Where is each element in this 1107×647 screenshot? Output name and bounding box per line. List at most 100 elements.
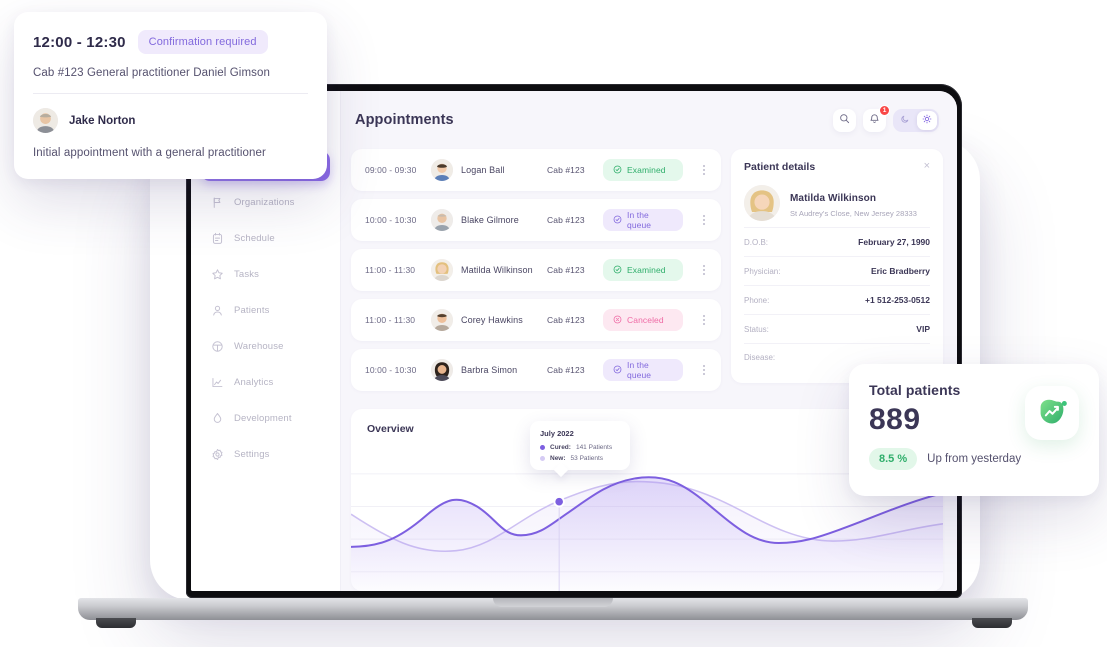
user-icon bbox=[211, 304, 224, 317]
appointment-person: Matilda Wilkinson bbox=[431, 259, 547, 281]
overview-header: Overview Cured patients bbox=[367, 423, 927, 435]
chart-canvas bbox=[351, 447, 943, 591]
appointment-note: Initial appointment with a general pract… bbox=[33, 147, 266, 159]
sidebar-item-label: Tasks bbox=[234, 268, 260, 280]
gear-icon bbox=[211, 448, 224, 461]
detail-value: Eric Bradberry bbox=[870, 266, 930, 276]
trending-up-icon-container bbox=[1025, 386, 1079, 440]
chart-line-icon bbox=[211, 376, 224, 389]
sidebar-item-label: Development bbox=[234, 412, 292, 424]
appointment-detail-card: 12:00 - 12:30 Confirmation required Cab … bbox=[14, 12, 327, 179]
appointment-time: 09:00 - 09:30 bbox=[365, 165, 417, 175]
topbar: Appointments 1 bbox=[351, 91, 943, 149]
detail-value: VIP bbox=[916, 324, 930, 334]
table-row[interactable]: 09:00 - 09:30 Logan Ball Cab #123 Examin… bbox=[351, 149, 721, 191]
sidebar-item-patients[interactable]: Patients bbox=[201, 295, 330, 325]
divider bbox=[33, 93, 308, 94]
row-menu-button[interactable] bbox=[697, 311, 711, 329]
appointment-person: Blake Gilmore bbox=[431, 209, 547, 231]
status-badge: Examined bbox=[603, 159, 683, 181]
avatar bbox=[431, 259, 453, 281]
sidebar-item-schedule[interactable]: Schedule bbox=[201, 223, 330, 253]
table-row[interactable]: 10:00 - 10:30 Barbra Simon Cab #123 In t… bbox=[351, 349, 721, 391]
theme-light-option[interactable] bbox=[917, 110, 937, 130]
trending-up-icon bbox=[1033, 394, 1071, 432]
detail-value: +1 512-253-0512 bbox=[865, 295, 930, 305]
row-menu-button[interactable] bbox=[697, 361, 711, 379]
row-menu-button[interactable] bbox=[697, 261, 711, 279]
appointment-cab: Cab #123 bbox=[547, 365, 585, 375]
table-row[interactable]: 11:00 - 11:30 Corey Hawkins Cab #123 Can… bbox=[351, 299, 721, 341]
appointment-person: Logan Ball bbox=[431, 159, 547, 181]
patient-address: St Audrey's Close, New Jersey 28333 bbox=[790, 209, 917, 218]
tooltip-label: New: bbox=[550, 455, 566, 462]
appointment-time: 11:00 - 11:30 bbox=[365, 315, 416, 325]
theme-toggle[interactable] bbox=[893, 108, 939, 132]
patient-summary: Matilda Wilkinson St Audrey's Close, New… bbox=[744, 185, 930, 221]
status-badge: Examined bbox=[603, 259, 683, 281]
avatar bbox=[431, 159, 453, 181]
search-button[interactable] bbox=[833, 108, 856, 132]
status-badge: Canceled bbox=[603, 309, 683, 331]
sidebar-item-label: Settings bbox=[234, 448, 270, 460]
status-label: Canceled bbox=[627, 315, 664, 325]
appointments-list: 09:00 - 09:30 Logan Ball Cab #123 Examin… bbox=[351, 149, 721, 399]
trend-note: Up from yesterday bbox=[927, 453, 1022, 465]
check-circle-icon bbox=[613, 165, 622, 176]
main-split: 09:00 - 09:30 Logan Ball Cab #123 Examin… bbox=[351, 149, 943, 399]
sidebar-item-label: Warehouse bbox=[234, 340, 284, 352]
appointment-time: 10:00 - 10:30 bbox=[365, 215, 417, 225]
series-cured-area bbox=[351, 477, 943, 591]
check-circle-icon bbox=[613, 365, 622, 376]
sidebar-item-label: Organizations bbox=[234, 196, 295, 208]
appointment-cab: Cab #123 bbox=[547, 265, 585, 275]
table-row[interactable]: 11:00 - 11:30 Matilda Wilkinson Cab #123… bbox=[351, 249, 721, 291]
appointment-cab: Cab #123 bbox=[547, 165, 585, 175]
detail-key: D.O.B: bbox=[744, 237, 769, 247]
appointment-name: Matilda Wilkinson bbox=[461, 265, 533, 275]
table-row[interactable]: 10:00 - 10:30 Blake Gilmore Cab #123 In … bbox=[351, 199, 721, 241]
row-menu-button[interactable] bbox=[697, 161, 711, 179]
avatar bbox=[431, 359, 453, 381]
star-icon bbox=[211, 268, 224, 281]
status-label: In the queue bbox=[627, 360, 652, 380]
notification-badge: 1 bbox=[879, 104, 890, 116]
box-icon bbox=[211, 340, 224, 353]
patient-name: Matilda Wilkinson bbox=[790, 193, 877, 204]
sidebar-item-warehouse[interactable]: Warehouse bbox=[201, 331, 330, 361]
detail-row-dob: D.O.B: February 27, 1990 bbox=[744, 227, 930, 256]
calendar-icon bbox=[211, 232, 224, 245]
tooltip-row-new: New: 53 Patients bbox=[540, 455, 620, 462]
appointment-person: Barbra Simon bbox=[431, 359, 547, 381]
theme-dark-option[interactable] bbox=[895, 111, 915, 130]
bell-icon bbox=[869, 111, 880, 129]
sidebar-item-tasks[interactable]: Tasks bbox=[201, 259, 330, 289]
appointment-card-header: 12:00 - 12:30 Confirmation required bbox=[33, 30, 308, 54]
avatar bbox=[431, 309, 453, 331]
notifications-button[interactable]: 1 bbox=[863, 104, 890, 132]
topbar-actions: 1 bbox=[833, 104, 939, 132]
percent-badge: 8.5 % bbox=[869, 448, 918, 470]
patient-identity: Matilda Wilkinson St Audrey's Close, New… bbox=[790, 188, 917, 218]
laptop-foot-left bbox=[96, 618, 136, 628]
card-title: Total patients bbox=[869, 382, 961, 398]
total-patients-footer: 8.5 % Up from yesterday bbox=[869, 448, 1079, 470]
laptop-foot-right bbox=[972, 618, 1012, 628]
check-circle-icon bbox=[613, 265, 622, 276]
appointment-name: Logan Ball bbox=[461, 165, 505, 175]
sidebar-item-analytics[interactable]: Analytics bbox=[201, 367, 330, 397]
sidebar-item-development[interactable]: Development bbox=[201, 403, 330, 433]
close-icon[interactable]: × bbox=[923, 160, 930, 172]
status-label: In the queue bbox=[627, 210, 652, 230]
row-menu-button[interactable] bbox=[697, 211, 711, 229]
page-title: Appointments bbox=[355, 112, 454, 128]
flag-icon bbox=[211, 196, 224, 209]
tooltip-value: 53 Patients bbox=[570, 455, 604, 462]
confirmation-badge: Confirmation required bbox=[137, 30, 268, 54]
sidebar-item-settings[interactable]: Settings bbox=[201, 439, 330, 469]
detail-row-physician: Physician: Eric Bradberry bbox=[744, 256, 930, 285]
detail-row-status: Status: VIP bbox=[744, 314, 930, 343]
sidebar-item-organizations[interactable]: Organizations bbox=[201, 187, 330, 217]
main-content: Appointments 1 bbox=[341, 91, 957, 591]
